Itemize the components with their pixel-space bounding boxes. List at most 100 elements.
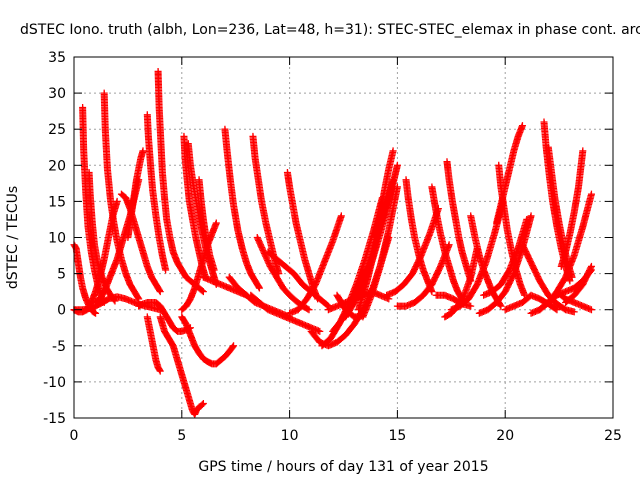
point-marker <box>586 267 594 275</box>
y-tick-label: 5 <box>57 267 66 283</box>
point-marker <box>134 294 142 302</box>
x-tick-label: 15 <box>388 428 406 444</box>
tick-labels: 0 5 10 15 20 25 -15 -10 -5 0 5 10 15 20 25 30 35 <box>43 50 622 444</box>
point-marker <box>467 302 475 310</box>
point-marker <box>156 306 164 314</box>
series-27 <box>286 212 345 317</box>
series-13 <box>70 293 164 314</box>
point-marker <box>579 147 587 155</box>
x-tick-label: 20 <box>496 428 514 444</box>
series-43 <box>443 158 475 285</box>
point-marker <box>156 367 164 375</box>
y-tick-label: 15 <box>48 194 66 210</box>
y-tick-label: 0 <box>57 303 66 319</box>
point-marker <box>587 266 595 274</box>
series-11 <box>143 313 164 375</box>
point-marker <box>566 277 574 285</box>
point-marker <box>156 288 164 296</box>
point-marker <box>139 147 147 155</box>
series-36 <box>324 288 393 314</box>
point-marker <box>445 241 453 249</box>
series-8 <box>143 111 170 274</box>
point-marker <box>162 266 170 274</box>
series-58 <box>536 266 595 314</box>
point-marker <box>389 147 397 155</box>
y-tick-label: 35 <box>48 50 66 66</box>
point-marker <box>385 295 393 303</box>
x-tick-label: 0 <box>70 428 79 444</box>
point-marker <box>199 400 207 408</box>
x-axis-label: GPS time / hours of day 131 of year 2015 <box>198 459 488 475</box>
series-39 <box>393 241 453 310</box>
series-37 <box>402 176 436 296</box>
series-14 <box>178 313 238 368</box>
point-marker <box>230 342 238 350</box>
point-marker <box>552 305 560 313</box>
axis-ticks <box>73 56 614 419</box>
point-marker <box>156 366 164 374</box>
point-marker <box>316 327 324 335</box>
point-marker <box>229 343 237 351</box>
series-5 <box>117 190 164 296</box>
x-tick-label: 10 <box>281 428 299 444</box>
point-marker <box>376 219 384 227</box>
point-marker <box>587 306 595 314</box>
y-tick-label: 20 <box>48 158 66 174</box>
series-2 <box>85 169 119 305</box>
series-1 <box>79 104 108 306</box>
point-marker <box>304 305 312 313</box>
series-10 <box>156 313 207 418</box>
point-marker <box>523 215 531 223</box>
x-tick-label: 5 <box>177 428 186 444</box>
point-marker <box>323 301 331 309</box>
point-marker <box>337 212 345 220</box>
point-marker <box>305 306 313 314</box>
chart-title: dSTEC Iono. truth (albh, Lon=236, Lat=48… <box>20 22 640 38</box>
point-marker <box>518 122 526 130</box>
y-tick-label: 30 <box>48 86 66 102</box>
point-marker <box>527 212 535 220</box>
series-19 <box>221 125 263 292</box>
point-marker <box>587 190 595 198</box>
point-marker <box>212 219 220 227</box>
y-tick-label: -10 <box>43 375 66 391</box>
y-tick-label: -15 <box>43 411 66 427</box>
point-marker <box>359 311 367 319</box>
series-18 <box>178 219 220 314</box>
y-tick-label: 25 <box>48 122 66 138</box>
data-series <box>70 67 595 418</box>
x-tick-label: 25 <box>604 428 622 444</box>
series-15 <box>180 132 210 281</box>
series-55 <box>557 147 587 270</box>
series-0 <box>70 241 100 317</box>
series-34 <box>355 219 384 314</box>
point-marker <box>568 273 576 281</box>
point-marker <box>113 197 121 205</box>
series-7 <box>124 147 147 241</box>
series-26 <box>264 248 332 310</box>
point-marker <box>393 183 401 191</box>
series-49 <box>493 122 526 227</box>
point-marker <box>570 308 578 316</box>
point-marker <box>255 283 263 291</box>
series-21 <box>249 132 283 278</box>
point-marker <box>210 266 218 274</box>
point-marker <box>497 302 505 310</box>
grid-lines <box>74 57 613 418</box>
y-axis-label: dSTEC / TECUs <box>5 186 21 289</box>
point-marker <box>255 284 263 292</box>
series-4 <box>100 89 143 303</box>
point-marker <box>92 309 100 317</box>
point-marker <box>198 401 206 409</box>
point-marker <box>467 277 475 285</box>
series-24 <box>247 291 324 335</box>
point-marker <box>90 309 98 317</box>
point-marker <box>156 286 164 294</box>
point-marker <box>393 161 401 169</box>
point-marker <box>198 287 206 295</box>
y-tick-label: -5 <box>52 339 66 355</box>
series-42 <box>432 291 475 310</box>
y-tick-label: 10 <box>48 231 66 247</box>
series-9 <box>154 67 207 296</box>
